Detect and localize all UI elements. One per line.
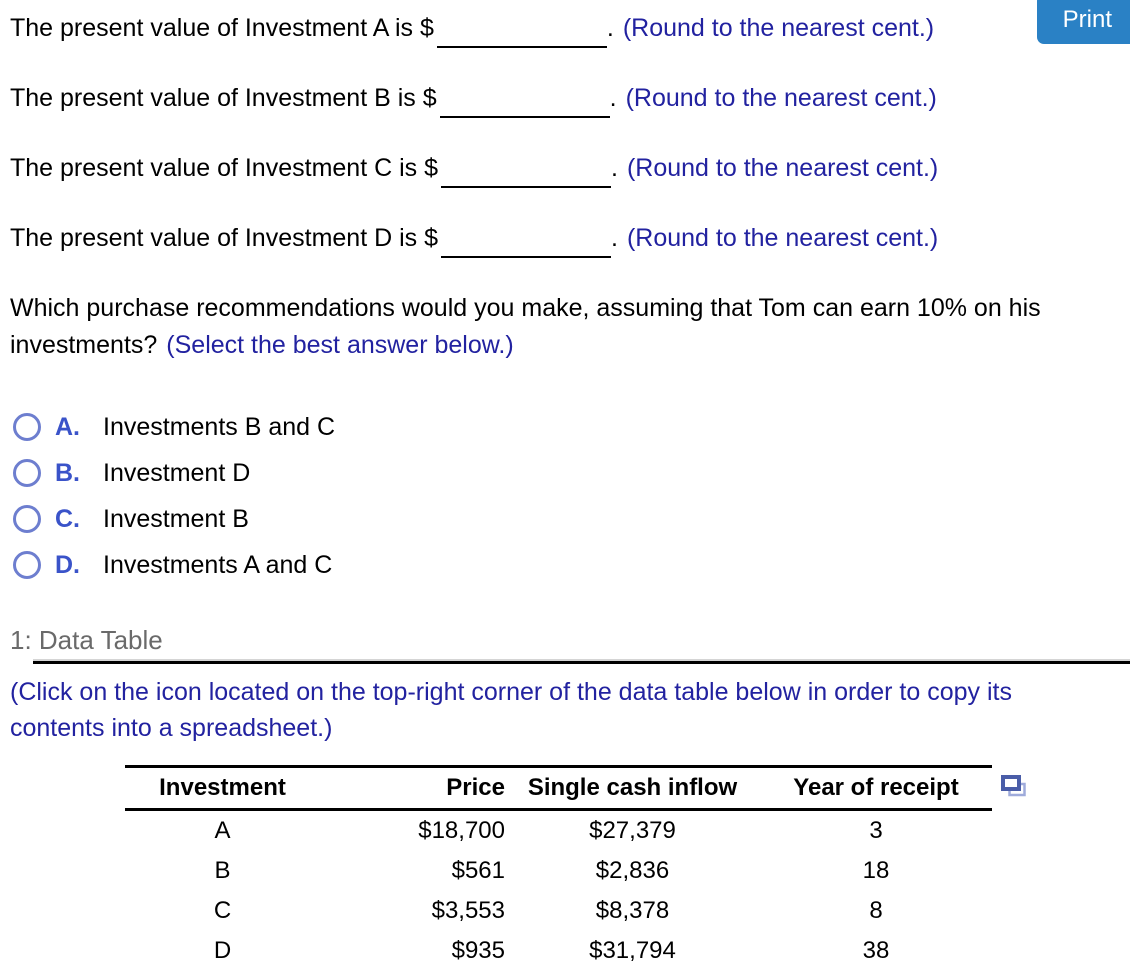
pv-line-a-text: The present value of Investment A is $ <box>10 14 434 42</box>
cell-inflow: $27,379 <box>589 817 676 844</box>
cell-year: 3 <box>869 817 883 844</box>
radio-option-d[interactable] <box>13 551 41 579</box>
pv-input-blank-c[interactable] <box>441 156 611 188</box>
pv-line-d-note: (Round to the nearest cent.) <box>626 224 939 252</box>
pv-line-c-text: The present value of Investment C is $ <box>10 154 438 182</box>
pv-input-blank-d[interactable] <box>441 226 611 258</box>
pv-line-c-note: (Round to the nearest cent.) <box>626 154 939 182</box>
table-header-row: Investment Price Single cash inflow Year… <box>125 766 992 811</box>
option-a-label: Investments B and C <box>103 412 336 441</box>
option-row-a[interactable]: A. Investments B and C <box>10 404 1130 450</box>
radio-option-c[interactable] <box>13 505 41 533</box>
cell-price: $561 <box>451 857 505 884</box>
pv-line-b-period: . <box>609 84 617 112</box>
pv-line-b: The present value of Investment B is $. (… <box>10 80 1130 118</box>
header-single-cash-inflow: Single cash inflow <box>505 766 760 811</box>
pv-input-blank-b[interactable] <box>439 86 610 118</box>
table-row: C $3,553 $8,378 8 <box>125 891 992 931</box>
table-row: A $18,700 $27,379 3 <box>125 810 992 852</box>
table-row: D $935 $31,794 38 <box>125 931 992 970</box>
pv-line-c: The present value of Investment C is $. (… <box>10 150 1130 188</box>
cell-price: $18,700 <box>418 817 505 844</box>
cell-inflow: $31,794 <box>589 937 676 964</box>
option-c-letter: C. <box>55 504 80 533</box>
option-c-label: Investment B <box>103 504 249 533</box>
cell-year: 8 <box>869 897 883 924</box>
pv-line-b-text: The present value of Investment B is $ <box>10 84 437 112</box>
option-row-d[interactable]: D. Investments A and C <box>10 542 1130 588</box>
option-d-letter: D. <box>55 550 80 579</box>
header-year-of-receipt: Year of receipt <box>760 766 992 811</box>
pv-line-a-note: (Round to the nearest cent.) <box>622 14 935 42</box>
copy-table-icon[interactable] <box>1000 773 1028 801</box>
pv-line-d-period: . <box>611 224 618 252</box>
cell-year: 18 <box>862 857 890 884</box>
copy-instruction: (Click on the icon located on the top-ri… <box>10 678 1012 742</box>
pv-line-b-note: (Round to the nearest cent.) <box>625 84 937 112</box>
data-table: Investment Price Single cash inflow Year… <box>125 765 992 970</box>
option-row-c[interactable]: C. Investment B <box>10 496 1130 542</box>
data-table-container: Investment Price Single cash inflow Year… <box>125 765 1026 970</box>
cell-price: $3,553 <box>431 897 505 924</box>
option-b-label: Investment D <box>103 458 251 487</box>
cell-investment: A <box>214 817 231 844</box>
question-text-block: Which purchase recommendations would you… <box>10 290 1108 364</box>
header-price: Price <box>320 766 505 811</box>
option-b-letter: B. <box>55 458 80 487</box>
select-note: (Select the best answer below.) <box>166 331 514 359</box>
question-text: Which purchase recommendations would you… <box>10 294 1041 359</box>
header-investment: Investment <box>125 766 320 811</box>
cell-inflow: $8,378 <box>595 897 670 924</box>
cell-inflow: $2,836 <box>595 857 670 884</box>
cell-year: 38 <box>862 937 890 964</box>
pv-line-c-period: . <box>611 154 618 182</box>
pv-line-a-period: . <box>606 14 614 42</box>
cell-investment: C <box>213 897 232 924</box>
pv-line-d-text: The present value of Investment D is $ <box>10 224 438 252</box>
option-a-letter: A. <box>55 412 80 441</box>
print-button[interactable]: Print <box>1036 0 1130 44</box>
cell-price: $935 <box>451 937 505 964</box>
table-row: B $561 $2,836 18 <box>125 851 992 891</box>
radio-option-a[interactable] <box>13 413 41 441</box>
pv-input-blank-a[interactable] <box>436 16 607 48</box>
data-table-heading: 1: Data Table <box>10 625 163 655</box>
section-divider <box>33 659 1130 664</box>
cell-investment: D <box>213 937 232 964</box>
radio-option-b[interactable] <box>13 459 41 487</box>
option-row-b[interactable]: B. Investment D <box>10 450 1130 496</box>
answer-options: A. Investments B and C B. Investment D C… <box>10 404 1130 588</box>
pv-line-d: The present value of Investment D is $. (… <box>10 220 1130 258</box>
cell-investment: B <box>214 857 231 884</box>
pv-line-a: The present value of Investment A is $. (… <box>10 10 1130 48</box>
option-d-label: Investments A and C <box>103 550 333 579</box>
